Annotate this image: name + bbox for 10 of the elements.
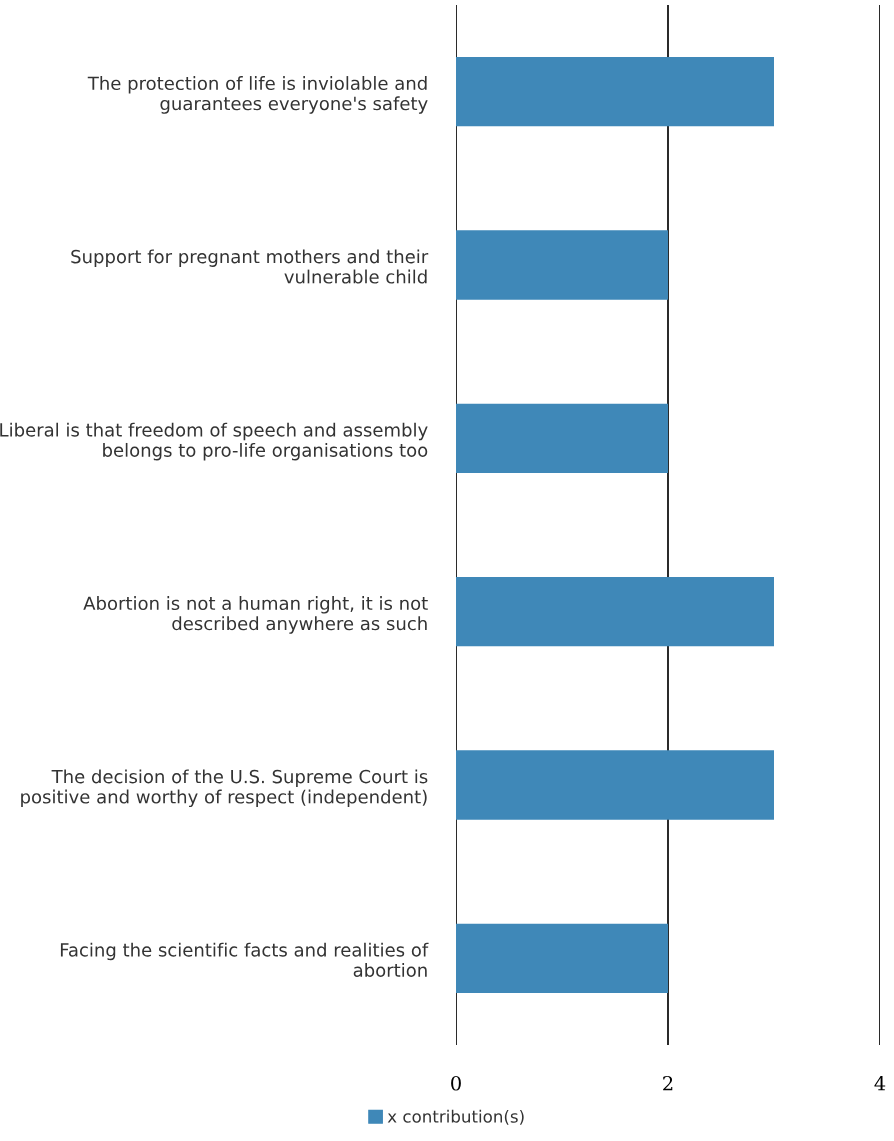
y-tick-label: Facing the scientific facts and realities of abortion	[60, 942, 429, 977]
x-tick-label: 4	[874, 1075, 886, 1091]
y-tick-label: Support for pregnant mothers and their vulnerable child	[71, 249, 429, 284]
y-tick-label: Liberal is that freedom of speech and assembly belongs to pro-life organisations too	[0, 422, 428, 461]
y-tick-label: The protection of life is inviolable and guarantees everyone's safety	[87, 76, 428, 114]
legend-label: x contribution(s)	[387, 1109, 524, 1125]
x-tick-label: 0	[451, 1075, 461, 1091]
y-tick-label: Abortion is not a human right, it is not described anywhere as such	[83, 596, 428, 634]
x-tick-label: 2	[663, 1075, 673, 1091]
y-tick-label: The decision of the U.S. Supreme Court is positive and worthy of respect (independent)	[21, 769, 428, 808]
